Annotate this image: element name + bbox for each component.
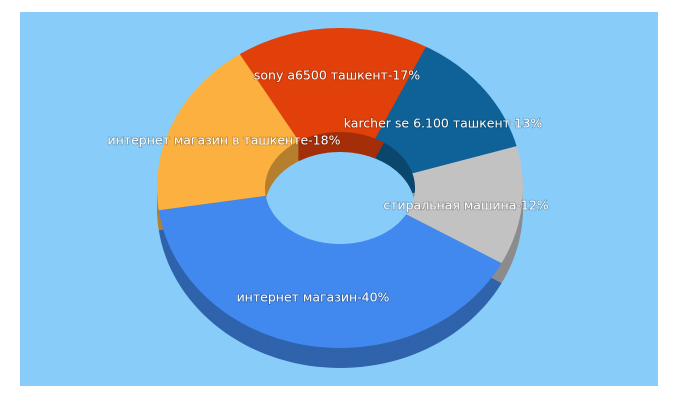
slice-label: интернет магазин-40% <box>237 290 390 305</box>
slice <box>157 54 299 211</box>
slice-tops <box>157 28 523 348</box>
slice-label: стиральная машина-12% <box>383 198 548 213</box>
slice <box>239 28 426 142</box>
slice-label: sony a6500 ташкент-17% <box>254 68 420 83</box>
labels: интернет магазин-40% стиральная машина-12… <box>107 67 550 306</box>
slice-label: интернет магазин в ташкенте-18% <box>108 133 341 148</box>
slice-label: karcher se 6.100 ташкент-13% <box>344 116 543 131</box>
slice <box>406 146 523 264</box>
slice <box>158 195 502 348</box>
slice <box>375 46 517 174</box>
